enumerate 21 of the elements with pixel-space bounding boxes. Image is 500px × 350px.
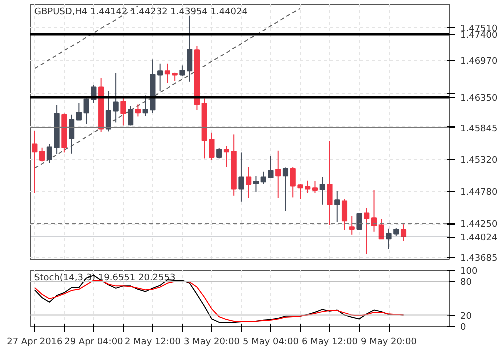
x-tick-label: 29 Apr 04:00 <box>64 338 124 348</box>
x-tick-label: 27 Apr 2016 <box>7 338 64 348</box>
y-tick-label: 1.44780 <box>460 188 498 198</box>
ref-line-label: 1.45845 <box>460 124 498 134</box>
x-tick-label: 3 May 20:00 <box>184 338 240 348</box>
ref-line-label: 1.44250 <box>460 220 498 230</box>
ref-line-label: 20 <box>460 312 472 322</box>
chart-title: GBPUSD,H4 1.44142 1.44232 1.43954 1.44024 <box>34 8 248 18</box>
x-tick-label: 2 May 12:00 <box>124 338 182 348</box>
ref-line-label: 80 <box>460 278 472 288</box>
y-tick-label: 1.46970 <box>460 56 498 67</box>
y-tick-label: 100 <box>460 267 478 277</box>
ref-line-label: 1.47400 <box>460 31 498 41</box>
y-tick-label: 1.45320 <box>460 156 498 166</box>
ref-line-label: 1.44024 <box>460 234 498 244</box>
y-tick-label: 0 <box>460 323 466 333</box>
x-tick-label: 6 May 12:00 <box>302 338 358 348</box>
y-tick-label: 1.43685 <box>460 254 498 264</box>
x-tick-label: 5 May 04:00 <box>242 338 300 348</box>
ref-line-label: 1.46350 <box>460 94 498 104</box>
x-tick-label: 9 May 20:00 <box>361 338 418 348</box>
